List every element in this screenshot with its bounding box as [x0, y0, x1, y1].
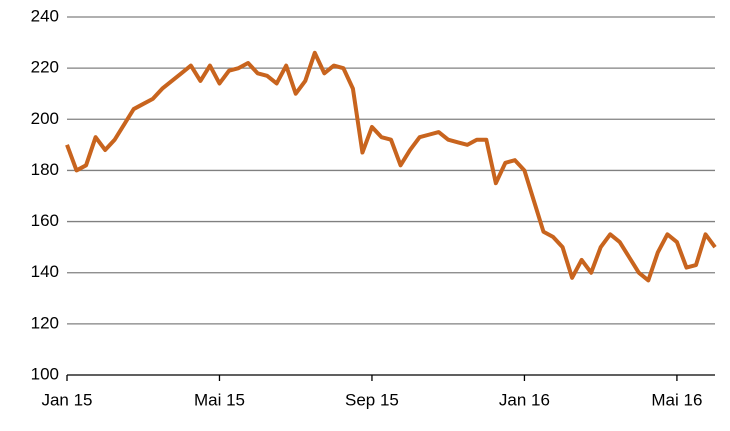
x-tick-label: Sep 15 — [345, 390, 399, 409]
x-tick-label: Jan 16 — [499, 390, 550, 409]
y-tick-label: 200 — [31, 109, 59, 128]
x-tick-label: Mai 16 — [651, 390, 702, 409]
y-tick-label: 140 — [31, 262, 59, 281]
y-tick-label: 240 — [31, 6, 59, 25]
line — [65, 50, 717, 283]
x-tick-label: Jan 15 — [41, 390, 92, 409]
y-tick-label: 180 — [31, 160, 59, 179]
y-tick-label: 220 — [31, 58, 59, 77]
x-tick-label: Mai 15 — [194, 390, 245, 409]
y-tick-label: 100 — [31, 364, 59, 383]
y-tick-label: 120 — [31, 313, 59, 332]
y-tick-label: 160 — [31, 211, 59, 230]
